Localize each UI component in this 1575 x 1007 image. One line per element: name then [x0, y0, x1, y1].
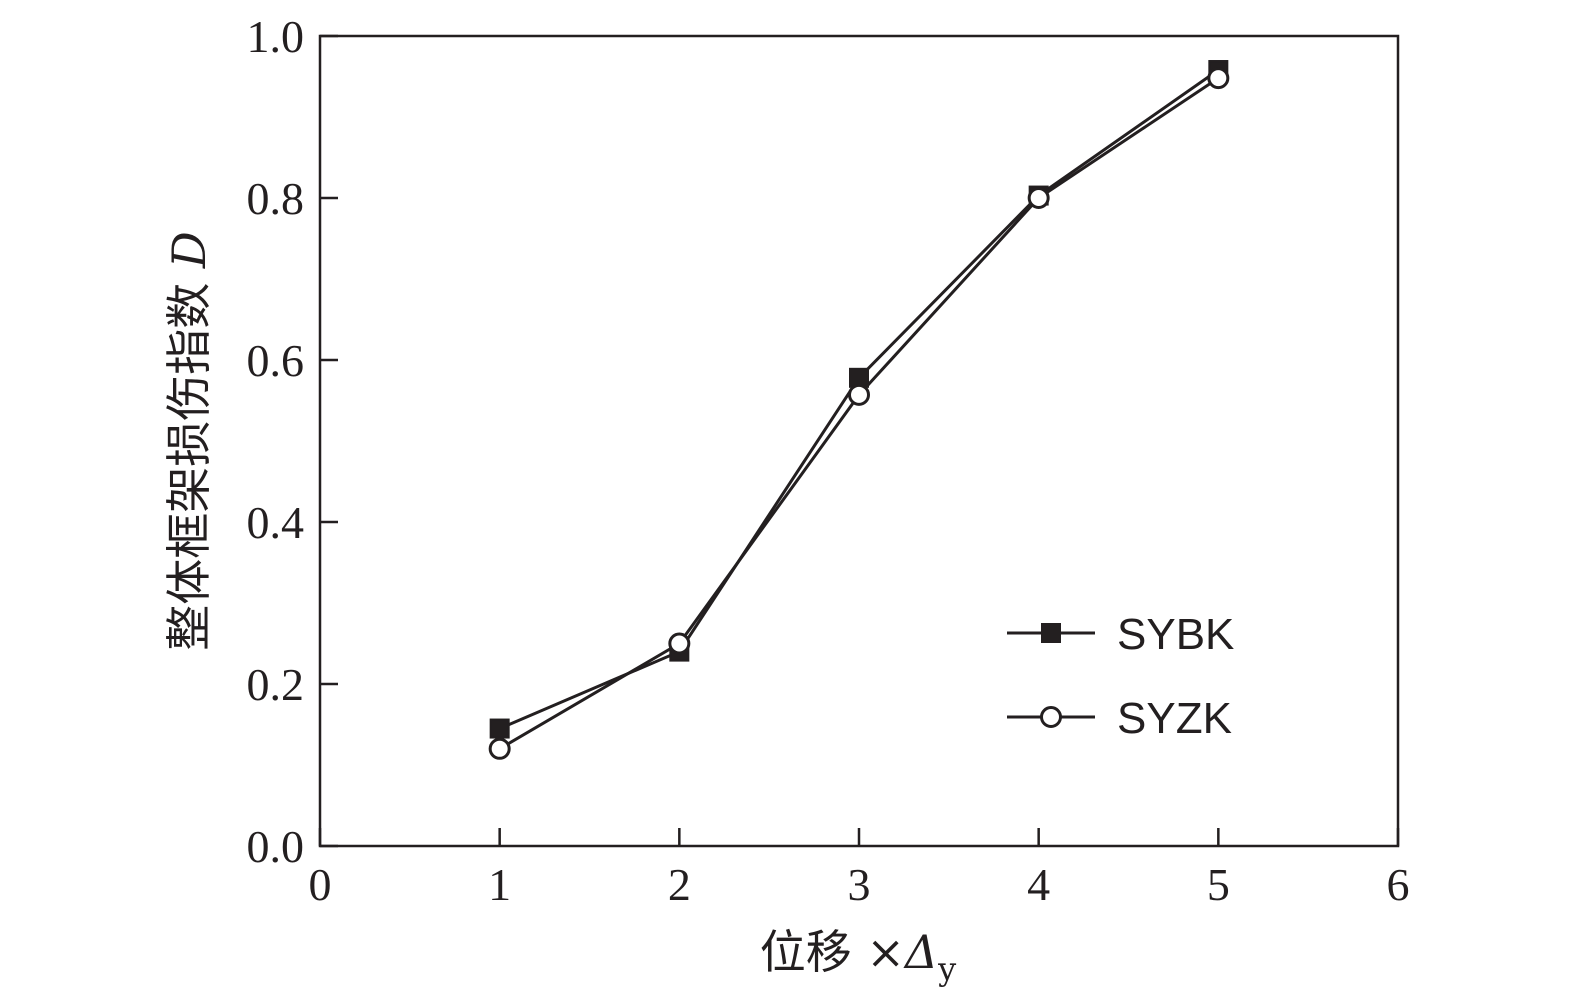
- data-point-syzk: [1207, 67, 1230, 90]
- legend-label: SYZK: [1117, 694, 1232, 743]
- y-tick-label: 0.6: [247, 335, 305, 386]
- plot-frame: [318, 34, 1400, 848]
- data-point-syzk: [1027, 187, 1050, 209]
- y-tick-label: 0.2: [247, 659, 305, 710]
- y-tick-label: 1.0: [247, 11, 305, 62]
- axis-tick-labels: 0 1 2 3 4 5 6 0.0 0.2 0.4 0.6 0.8 1.0: [247, 11, 1410, 910]
- series-syzk: [488, 67, 1230, 760]
- y-tick-label: 0.4: [247, 497, 305, 548]
- axis-ticks: [318, 34, 1400, 848]
- x-axis-subscript: y: [937, 950, 956, 988]
- x-axis-label: 位移 ×Δy: [760, 925, 956, 988]
- legend-marker: [1040, 706, 1062, 728]
- legend-item-sybk: SYBK: [1007, 610, 1234, 659]
- data-point-sybk: [489, 718, 510, 739]
- y-tick-label: 0.0: [247, 821, 305, 872]
- x-tick-label: 5: [1207, 859, 1230, 910]
- data-series: [488, 60, 1230, 760]
- legend-marker: [1041, 623, 1061, 643]
- series-line-syzk: [498, 76, 1220, 751]
- x-tick-label: 6: [1387, 859, 1410, 910]
- x-tick-label: 2: [668, 859, 691, 910]
- legend: SYBK SYZK: [1007, 610, 1234, 743]
- x-tick-label: 4: [1027, 859, 1050, 910]
- y-tick-label: 0.8: [247, 173, 305, 224]
- x-axis-symbol: Δ: [903, 925, 938, 979]
- y-axis-label: 整体框架损伤指数 D: [162, 231, 216, 651]
- data-point-syzk: [488, 737, 511, 760]
- y-axis-symbol: D: [162, 231, 216, 269]
- legend-item-syzk: SYZK: [1007, 694, 1232, 743]
- x-tick-label: 0: [309, 859, 332, 910]
- x-tick-label: 3: [848, 859, 871, 910]
- x-tick-label: 1: [488, 859, 511, 910]
- data-point-syzk: [668, 632, 691, 655]
- legend-label: SYBK: [1117, 610, 1234, 659]
- data-point-syzk: [848, 383, 870, 406]
